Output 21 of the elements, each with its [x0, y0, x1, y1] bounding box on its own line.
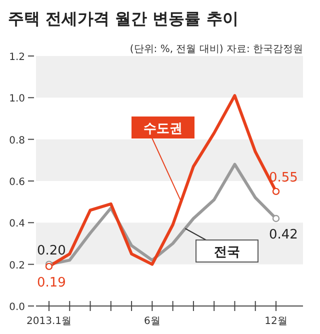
- y-tick-label: 1.0: [9, 94, 25, 105]
- x-tick-label: 6월: [144, 316, 160, 327]
- y-tick-label: 0.8: [9, 135, 25, 146]
- series-tag: 수도권: [132, 116, 194, 202]
- point: [45, 262, 53, 270]
- series-label: 수도권: [144, 122, 182, 136]
- point: [272, 188, 280, 196]
- data-label: 0.42: [269, 228, 298, 242]
- y-tick-label: 1.2: [9, 52, 25, 63]
- point: [272, 214, 280, 222]
- data-label: 0.55: [269, 170, 298, 186]
- data-label: 0.20: [37, 243, 66, 258]
- y-tick-label: 0.4: [9, 218, 25, 230]
- y-tick-label: 0.0: [9, 302, 25, 313]
- y-tick-label: 0.6: [9, 177, 25, 188]
- chart-title: 주택 전세가격 월간 변동률 추이: [8, 9, 238, 28]
- chart-subtitle: (단위: %, 전월 대비) 자료: 한국감정원: [130, 44, 303, 55]
- y-tick-label: 0.2: [9, 260, 25, 272]
- x-tick-label: 2013.1월: [26, 316, 72, 327]
- x-tick-label: 12월: [264, 316, 288, 327]
- data-label: 0.19: [37, 275, 66, 290]
